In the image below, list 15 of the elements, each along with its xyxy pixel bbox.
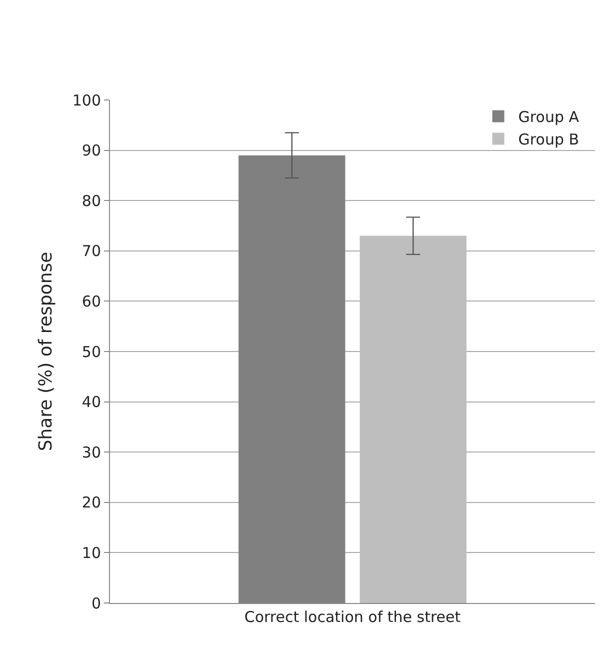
y-tick-label: 80	[82, 192, 101, 210]
y-tick-label: 50	[82, 342, 101, 361]
y-tick-label: 40	[82, 393, 101, 412]
y-tick-label: 10	[82, 544, 101, 562]
legend-label: Group A	[518, 108, 580, 126]
y-tick-label: 20	[82, 494, 101, 512]
legend-label: Group B	[518, 130, 580, 149]
y-tick-label: 60	[82, 292, 101, 310]
y-tick-label: 100	[72, 91, 101, 110]
y-tick-label: 30	[82, 443, 101, 462]
y-tick-label: 0	[91, 594, 101, 612]
y-tick-label: 70	[82, 242, 101, 260]
y-tick-label: 90	[82, 142, 101, 160]
y-axis-title: Share (%) of response	[36, 252, 57, 452]
x-tick-label: Correct location of the street	[244, 608, 461, 626]
